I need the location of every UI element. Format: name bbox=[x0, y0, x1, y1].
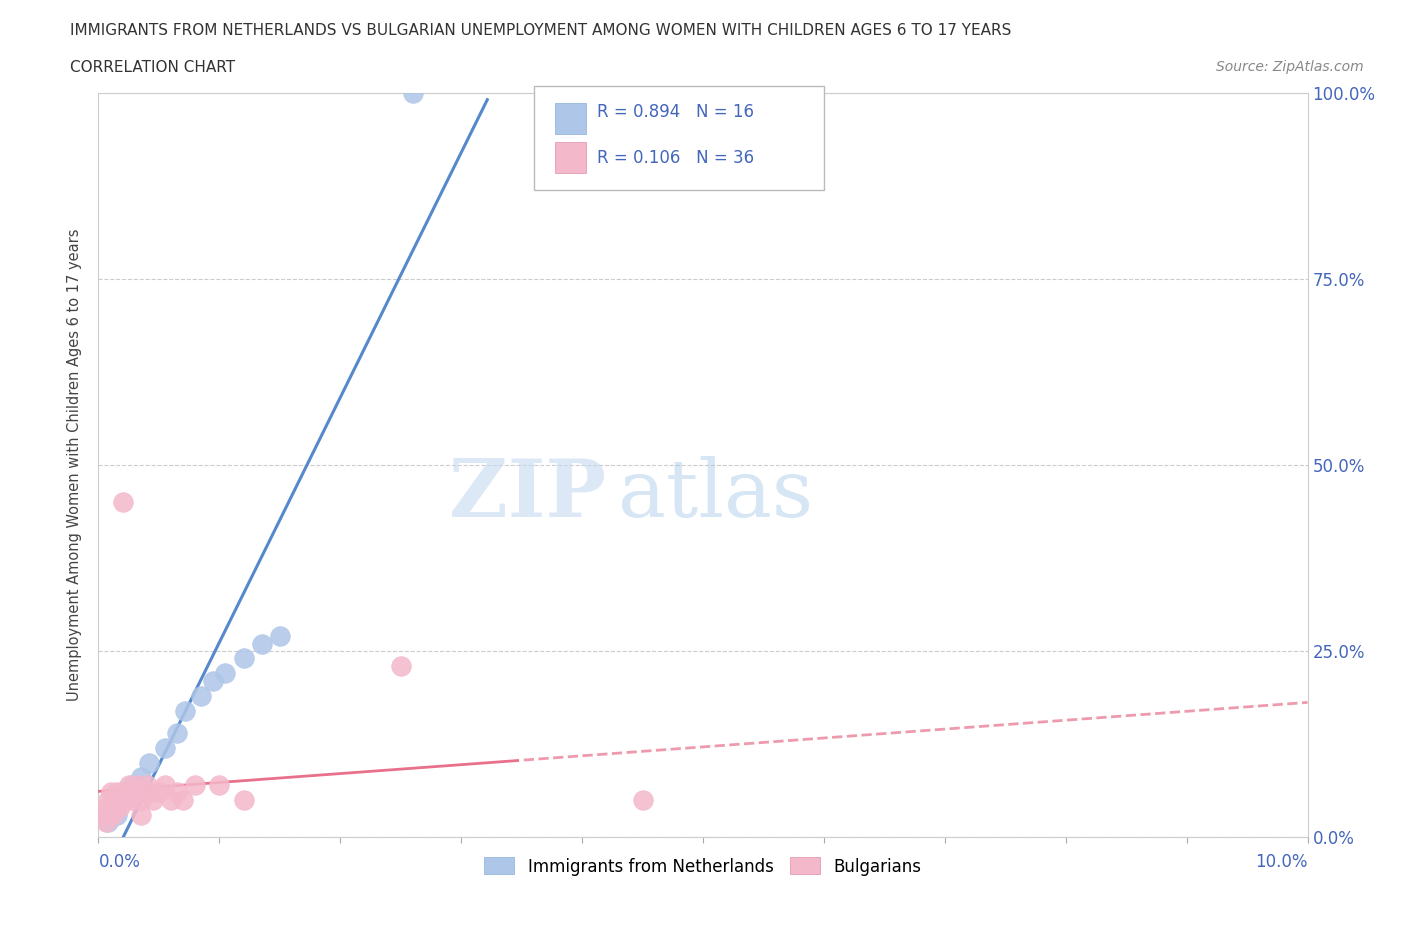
Point bbox=[105, 785, 128, 800]
Text: ZIP: ZIP bbox=[450, 456, 606, 534]
Text: 0.0%: 0.0% bbox=[98, 853, 141, 870]
Point bbox=[129, 770, 152, 785]
Point bbox=[91, 807, 114, 822]
Point bbox=[402, 86, 425, 100]
Point bbox=[232, 651, 254, 666]
Point bbox=[114, 792, 136, 807]
Text: R = 0.894   N = 16: R = 0.894 N = 16 bbox=[596, 102, 754, 121]
Text: CORRELATION CHART: CORRELATION CHART bbox=[70, 60, 235, 75]
Point bbox=[184, 777, 207, 792]
Point bbox=[100, 785, 122, 800]
Point bbox=[174, 703, 197, 718]
Point bbox=[129, 792, 152, 807]
Point bbox=[138, 785, 160, 800]
Point bbox=[631, 792, 654, 807]
Text: R = 0.106   N = 36: R = 0.106 N = 36 bbox=[596, 149, 754, 166]
Point bbox=[135, 777, 157, 792]
Point bbox=[97, 815, 120, 830]
Point bbox=[202, 673, 225, 688]
Point bbox=[118, 777, 141, 792]
Point bbox=[250, 636, 273, 651]
Point bbox=[190, 688, 212, 703]
FancyBboxPatch shape bbox=[555, 142, 586, 173]
Point bbox=[121, 777, 143, 792]
Point bbox=[111, 785, 134, 800]
FancyBboxPatch shape bbox=[555, 102, 586, 134]
Point bbox=[96, 800, 118, 815]
Point bbox=[124, 785, 146, 800]
Point bbox=[94, 815, 117, 830]
Point bbox=[142, 792, 165, 807]
Point bbox=[114, 792, 136, 807]
Point bbox=[97, 792, 120, 807]
Point bbox=[148, 785, 170, 800]
Point bbox=[269, 629, 291, 644]
Point bbox=[121, 792, 143, 807]
Point bbox=[105, 807, 128, 822]
FancyBboxPatch shape bbox=[534, 86, 824, 190]
Point bbox=[166, 725, 188, 740]
Text: Source: ZipAtlas.com: Source: ZipAtlas.com bbox=[1216, 60, 1364, 74]
Point bbox=[214, 666, 236, 681]
Point bbox=[107, 792, 129, 807]
Point bbox=[111, 495, 134, 510]
Point bbox=[138, 755, 160, 770]
Point bbox=[101, 807, 124, 822]
Point bbox=[208, 777, 231, 792]
Point bbox=[160, 792, 183, 807]
Point bbox=[389, 658, 412, 673]
Point bbox=[108, 800, 131, 815]
Point bbox=[232, 792, 254, 807]
Point bbox=[127, 777, 149, 792]
Text: 10.0%: 10.0% bbox=[1256, 853, 1308, 870]
Point bbox=[98, 807, 121, 822]
Point bbox=[103, 792, 125, 807]
Point bbox=[100, 800, 122, 815]
Point bbox=[134, 785, 156, 800]
Point bbox=[172, 792, 194, 807]
Text: atlas: atlas bbox=[619, 456, 814, 534]
Text: IMMIGRANTS FROM NETHERLANDS VS BULGARIAN UNEMPLOYMENT AMONG WOMEN WITH CHILDREN : IMMIGRANTS FROM NETHERLANDS VS BULGARIAN… bbox=[70, 23, 1012, 38]
Point bbox=[153, 777, 176, 792]
Point bbox=[153, 740, 176, 755]
Point bbox=[166, 785, 188, 800]
Point bbox=[104, 800, 127, 815]
Point bbox=[129, 807, 152, 822]
Legend: Immigrants from Netherlands, Bulgarians: Immigrants from Netherlands, Bulgarians bbox=[478, 851, 928, 883]
Y-axis label: Unemployment Among Women with Children Ages 6 to 17 years: Unemployment Among Women with Children A… bbox=[67, 229, 83, 701]
